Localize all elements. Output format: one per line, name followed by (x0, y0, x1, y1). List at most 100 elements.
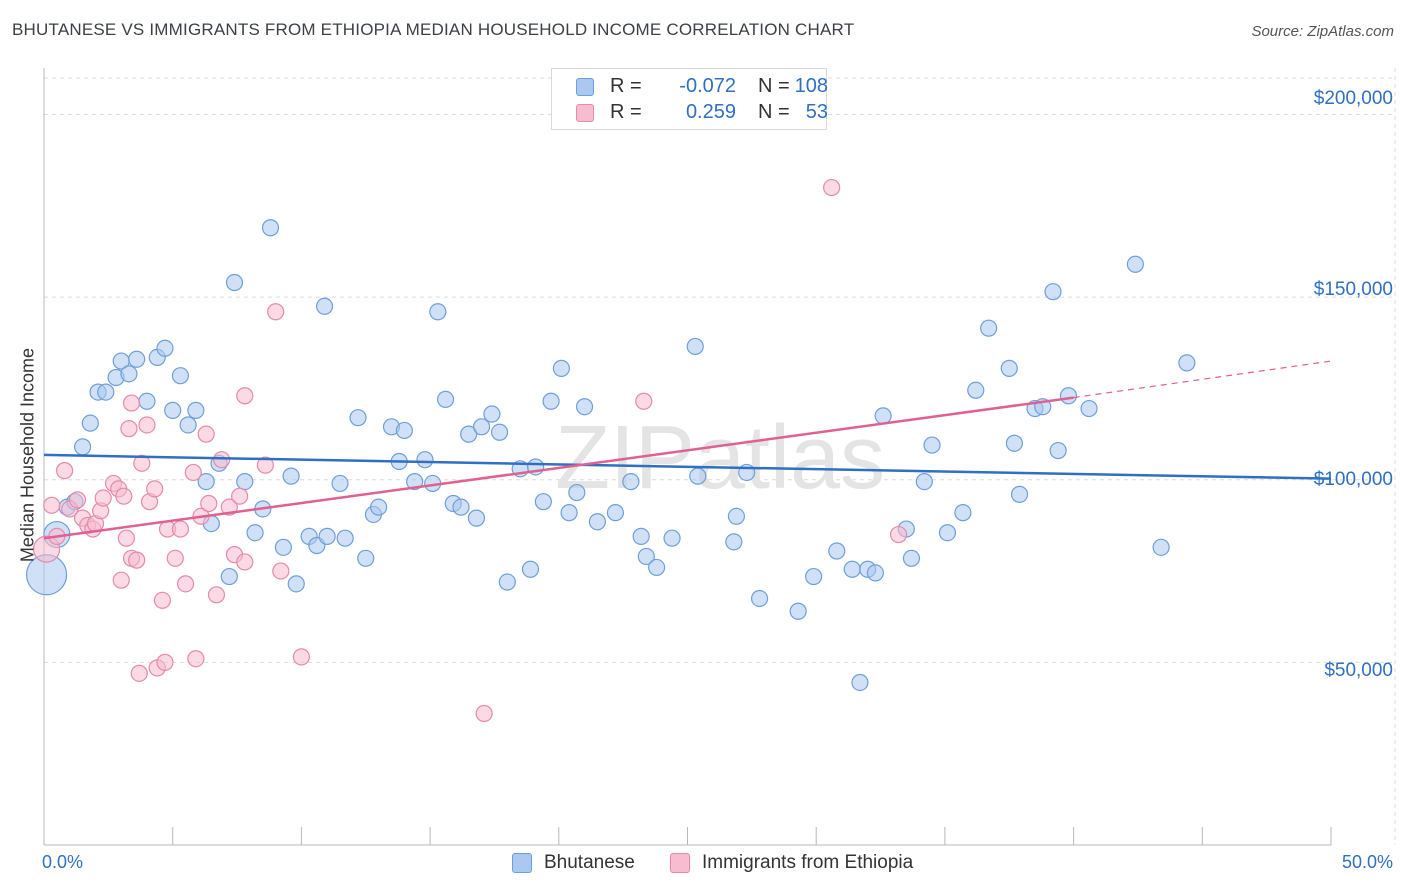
bhutanese-point (452, 498, 470, 516)
bhutanese-point (318, 527, 336, 545)
ethiopia-point (635, 392, 653, 410)
ethiopia-point (267, 303, 285, 321)
bhutanese-point (81, 414, 99, 432)
source-label: Source: ZipAtlas.com (1251, 23, 1394, 40)
ethiopia-point (889, 525, 908, 544)
watermark: ZIPatlas (555, 408, 885, 508)
ethiopia-point (117, 529, 135, 547)
bhutanese-point (97, 383, 115, 401)
ethiopia-legend-swatch (670, 853, 690, 873)
bhutanese-point (954, 504, 972, 522)
bhutanese-point (923, 436, 941, 454)
bhutanese-point (472, 418, 491, 436)
bhutanese-point (1178, 354, 1196, 372)
bhutanese-point (1000, 359, 1018, 377)
bhutanese-point (179, 416, 197, 434)
bhutanese-point (725, 533, 743, 551)
bhutanese-point (498, 573, 516, 591)
ethiopia-point (112, 571, 130, 589)
ethiopia-point (130, 664, 148, 682)
y-tick-label-200000: $200,000 (1313, 88, 1393, 109)
ethiopia-point (146, 480, 164, 498)
bhutanese-point (315, 297, 334, 315)
bhutanese-point (483, 405, 501, 423)
y-tick-label-150000: $150,000 (1313, 279, 1393, 300)
bhutanese-point (1049, 441, 1067, 460)
ethiopia-point (256, 456, 274, 474)
bhutanese-point (637, 547, 655, 566)
bhutanese-legend-label: Bhutanese (544, 852, 635, 873)
bhutanese-point (967, 381, 985, 399)
r-label: R = (610, 101, 642, 123)
bhutanese-point (902, 549, 921, 567)
ethiopia-point (184, 463, 202, 482)
bhutanese-point (74, 438, 92, 456)
chart-title: BHUTANESE VS IMMIGRANTS FROM ETHIOPIA ME… (12, 20, 855, 39)
bhutanese-point (1005, 434, 1023, 452)
bhutanese-legend-swatch (512, 853, 532, 873)
bhutanese-point (686, 337, 704, 356)
ethiopia-point (200, 494, 218, 513)
bhutanese-point (575, 398, 594, 416)
bhutanese-point (663, 529, 681, 547)
ethiopia-point (176, 575, 195, 593)
ethiopia-point (197, 425, 215, 443)
ethiopia-point (156, 653, 174, 671)
bhutanese-point (1044, 283, 1062, 301)
ethiopia-point (115, 487, 133, 505)
bhutanese-point (1010, 485, 1029, 503)
ethiopia-trend-extension (1073, 360, 1332, 399)
bhutanese-point (336, 529, 354, 547)
ethiopia-point (207, 586, 226, 604)
bhutanese-point (164, 401, 182, 419)
stats-legend: R = -0.072 N = 108 R = 0.259 N = 53 (551, 68, 828, 130)
ethiopia-point (138, 416, 156, 434)
bhutanese-point (429, 303, 447, 321)
bhutanese-point (128, 350, 146, 368)
bhutanese-point (287, 575, 305, 593)
bhutanese-point (938, 524, 957, 542)
y-tick-label-50000: $50,000 (1324, 660, 1393, 681)
bhutanese-point (542, 392, 560, 410)
bhutanese-point (1152, 538, 1170, 556)
x-tick-label-start: 0.0% (42, 852, 84, 872)
ethiopia-point (292, 648, 310, 666)
bhutanese-point (236, 472, 254, 491)
ethiopia-point (475, 704, 493, 723)
bhutanese-point (606, 504, 625, 522)
bhutanese-point (282, 467, 300, 485)
bhutanese-point (370, 498, 388, 516)
bhutanese-point (750, 589, 769, 608)
bhutanese-point (843, 560, 861, 578)
r-label: R = (610, 75, 642, 97)
bhutanese-point (534, 493, 552, 511)
bhutanese-point (261, 219, 280, 237)
ethiopia-points (32, 178, 908, 723)
bhutanese-point (689, 467, 707, 485)
bhutanese-point (436, 390, 455, 409)
ethiopia-point (43, 496, 61, 514)
bhutanese-point (171, 367, 190, 385)
bhutanese-point (274, 538, 292, 556)
y-tick-label-100000: $100,000 (1313, 469, 1393, 490)
ethiopia-point (153, 591, 172, 609)
ethiopia-point (120, 420, 138, 438)
bhutanese-point (648, 558, 666, 577)
n-value: 108 (794, 75, 828, 97)
bhutanese-point (805, 567, 823, 586)
bhutanese-point (980, 319, 998, 337)
n-label: N = (758, 75, 790, 97)
n-value: 53 (805, 101, 828, 123)
ethiopia-point (122, 394, 141, 412)
bhutanese-point (138, 392, 156, 410)
bhutanese-point (331, 474, 349, 493)
bhutanese-point (467, 509, 486, 527)
bhutanese-point (560, 504, 578, 522)
ethiopia-point (128, 551, 146, 569)
ethiopia-point (68, 491, 87, 509)
bhutanese-point (220, 567, 238, 586)
r-value: -0.072 (679, 75, 736, 97)
trend-lines (43, 360, 1332, 540)
bhutanese-point (246, 524, 264, 542)
